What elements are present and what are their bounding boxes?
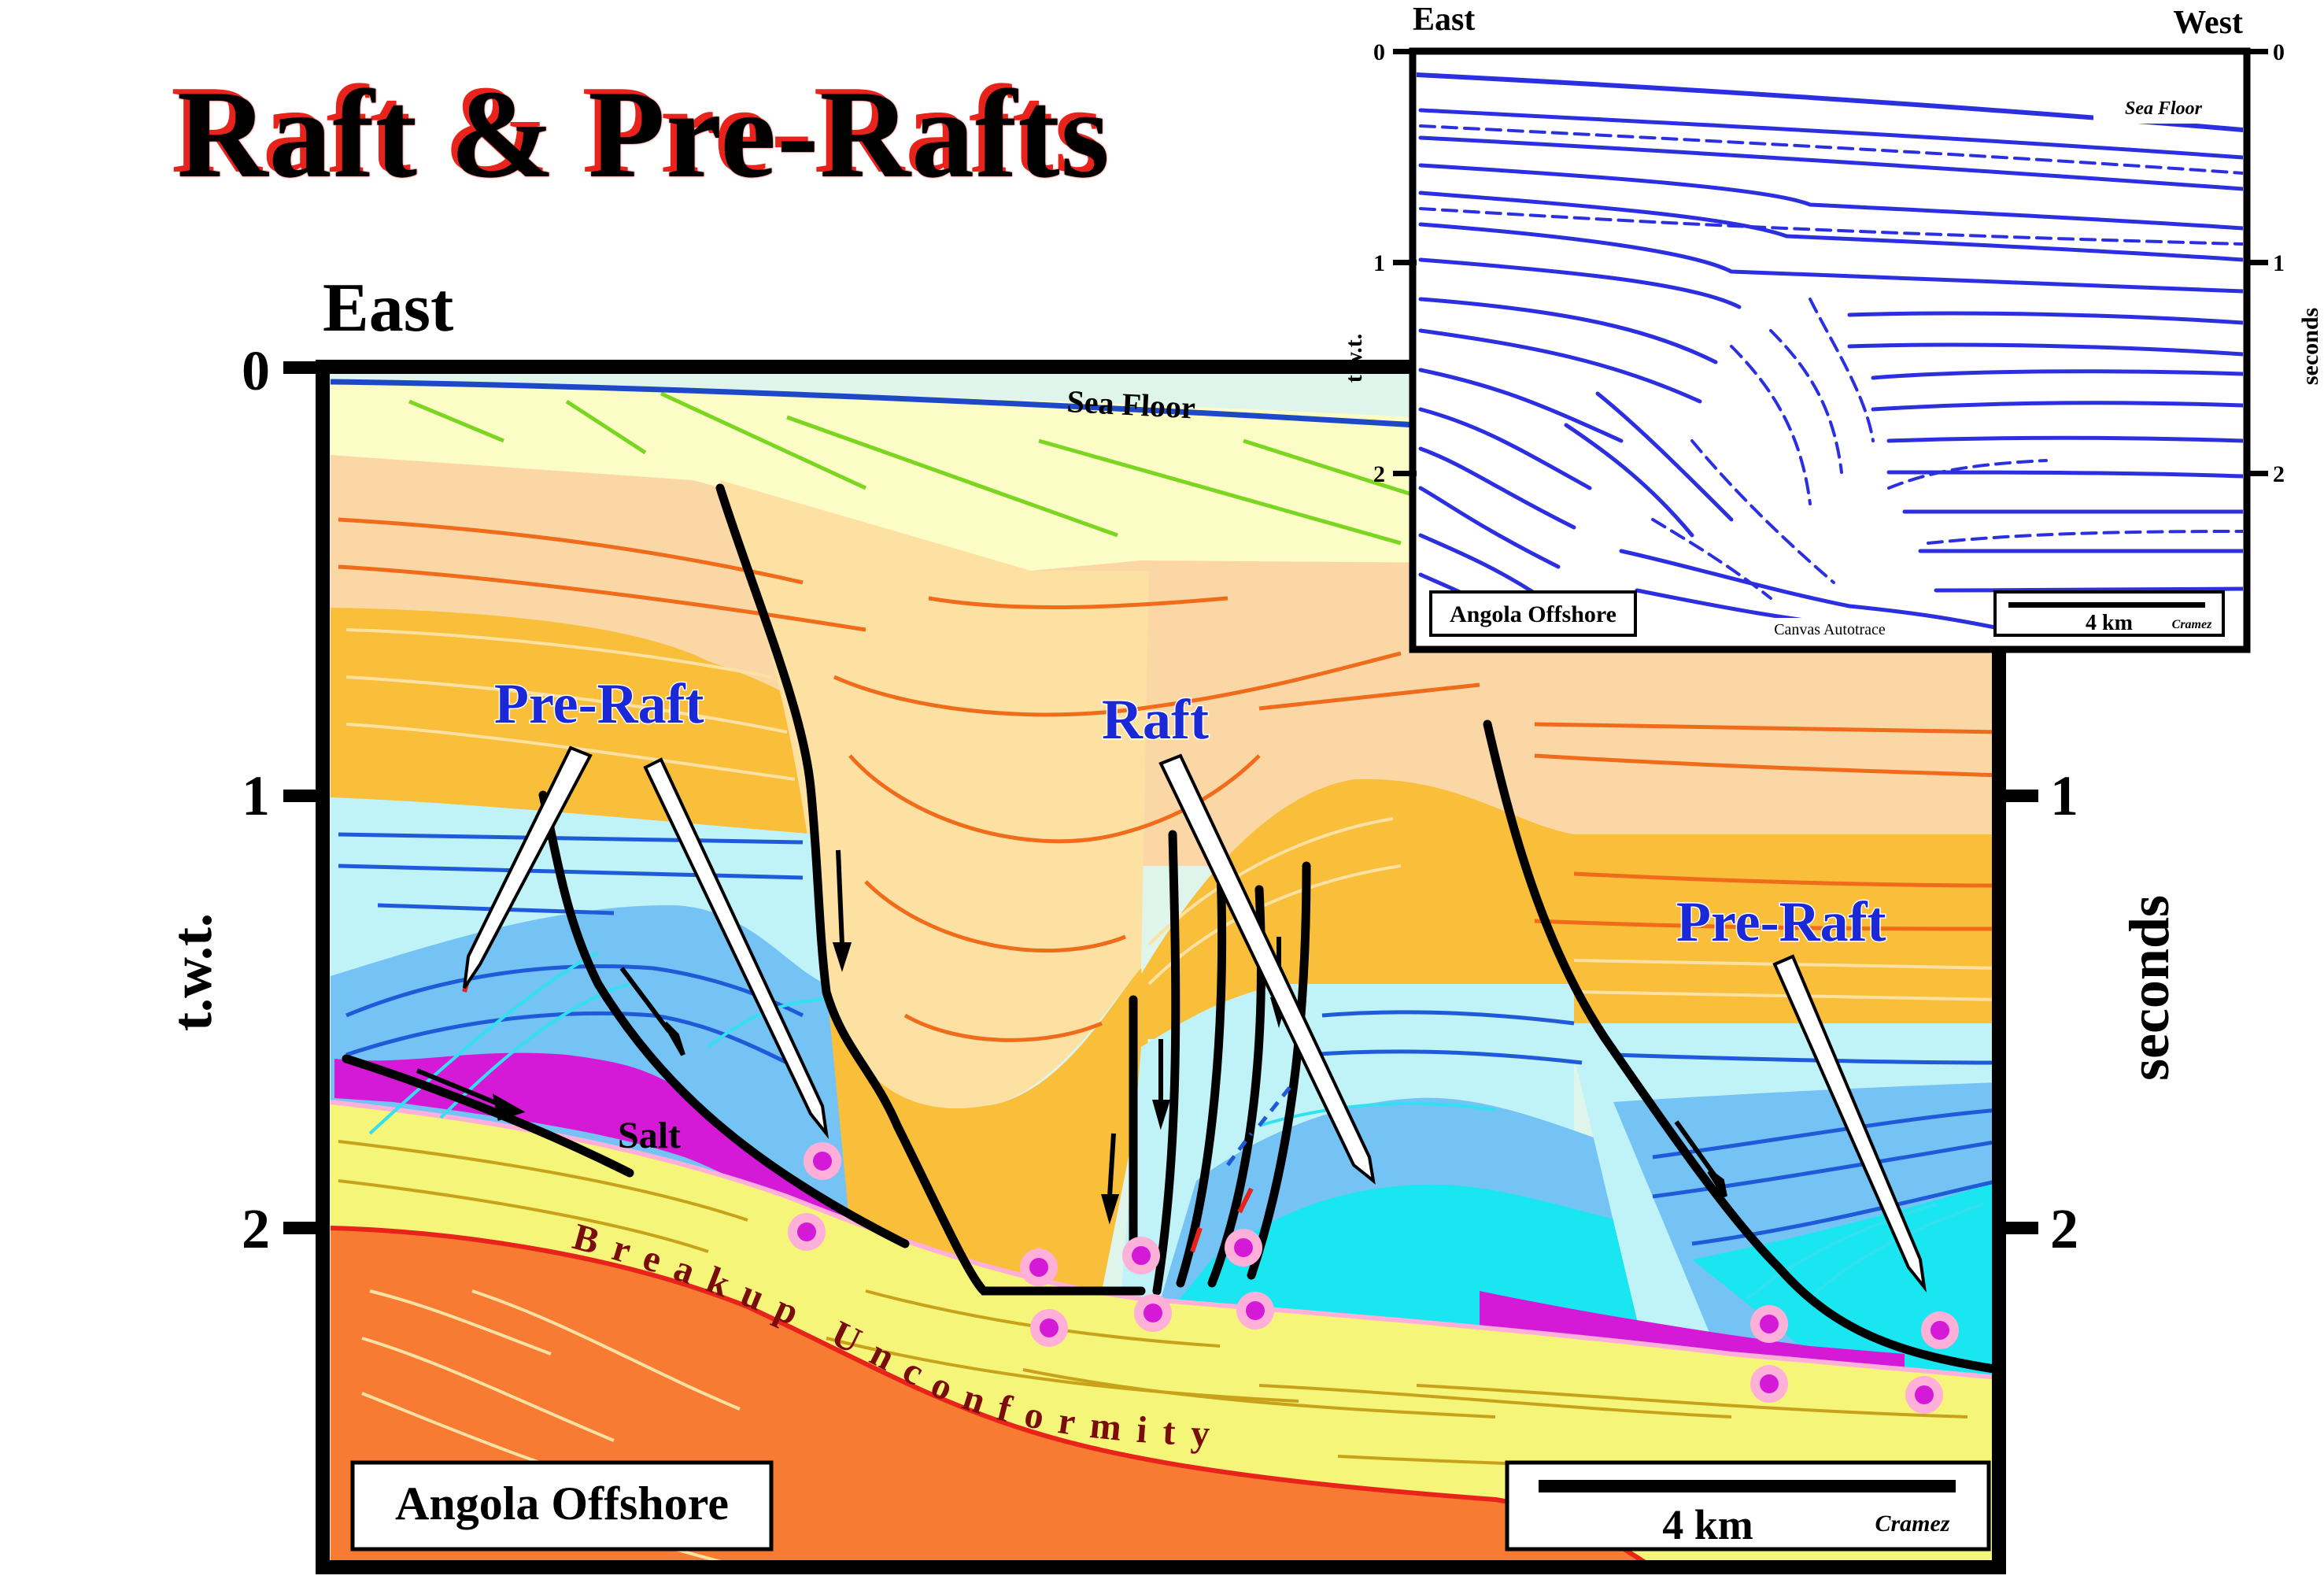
pre-raft-label-west: Pre-Raft: [1676, 890, 1886, 953]
sea-floor-label: Sea Floor: [1066, 383, 1196, 425]
direction-label-east: East: [323, 270, 453, 346]
location-label: Angola Offshore: [395, 1478, 729, 1529]
scale-box: [1505, 1460, 1991, 1552]
inset-frame: [1409, 47, 2251, 653]
inset-tick-right-1: 1: [2273, 250, 2285, 276]
inset-axis-right-label: seconds: [2297, 308, 2323, 385]
axis-tick-2: 2: [242, 1197, 270, 1260]
inset-tick-right-0: 0: [2273, 39, 2285, 65]
axis-tick-right-1: 1: [2050, 764, 2078, 827]
axis-ticks: [283, 361, 2038, 1234]
inset-tick-0: 0: [1373, 39, 1385, 65]
section-frame: [316, 360, 2006, 1574]
inset-tick-right-2: 2: [2273, 461, 2285, 487]
location-box: [350, 1460, 774, 1552]
page-title: Raft & Pre-Rafts: [177, 64, 1110, 204]
axis-tick-0: 0: [242, 339, 270, 402]
raft-label: Raft: [1102, 688, 1209, 751]
inset-author-label: Cramez: [2172, 618, 2212, 631]
inset-direction-west: West: [2173, 5, 2243, 41]
seismic-inset: East West 0 1 2 0 1 2 t.w.t. seconds Sea…: [1341, 2, 2323, 653]
salt-label: Salt: [618, 1115, 681, 1156]
inset-location-box: [1429, 590, 1637, 637]
pointer-arrows: [463, 745, 1927, 1293]
inset-scale-label: 4 km: [2086, 611, 2133, 635]
inset-credit-label: Canvas Autotrace: [1774, 621, 1886, 638]
sample-dots: [788, 1142, 1959, 1414]
inset-direction-east: East: [1413, 2, 1475, 38]
scale-bar: [1539, 1480, 1956, 1492]
inset-tick-1: 1: [1373, 250, 1385, 276]
inset-axis-left-label: t.w.t.: [1341, 334, 1367, 383]
inset-sea-floor-label: Sea Floor: [2125, 98, 2203, 119]
inset-tick-2: 2: [1373, 461, 1385, 487]
axis-tick-1: 1: [242, 764, 270, 827]
inset-location-label: Angola Offshore: [1450, 601, 1616, 627]
pre-raft-label-east: Pre-Raft: [494, 672, 704, 735]
author-label: Cramez: [1875, 1511, 1949, 1537]
scale-label: 4 km: [1662, 1501, 1753, 1548]
axis-left-label: t.w.t.: [161, 913, 224, 1031]
inset-scale-bar: [2008, 602, 2205, 608]
axis-tick-right-2: 2: [2050, 1197, 2078, 1260]
inset-scale-box: [1993, 590, 2225, 637]
axis-right-label: seconds: [2118, 895, 2181, 1081]
